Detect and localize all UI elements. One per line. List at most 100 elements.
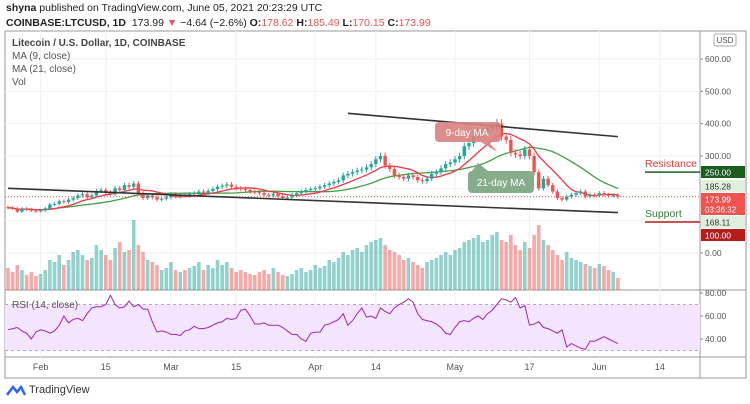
candle: [234, 186, 238, 189]
volume-bar: [355, 248, 359, 290]
volume-bar: [76, 250, 80, 290]
candle: [355, 170, 359, 173]
candle: [285, 197, 290, 199]
volume-bar: [103, 255, 108, 290]
volume-bar: [443, 252, 448, 290]
volume-bar: [187, 268, 192, 290]
candle: [462, 146, 466, 157]
volume-bar: [57, 255, 62, 290]
support-label: Support: [645, 208, 682, 220]
ma9-callout: [435, 122, 501, 152]
volume-bar: [173, 270, 178, 290]
volume-bar: [369, 242, 373, 290]
volume-bar: [299, 268, 304, 290]
volume-bar: [155, 265, 159, 290]
published-text: published on TradingView.com, June 05, 2…: [39, 2, 323, 14]
candle: [239, 188, 243, 190]
ma21-line: [7, 146, 619, 211]
candle: [24, 208, 29, 210]
candle: [318, 186, 322, 189]
volume-bar: [439, 255, 443, 290]
countdown-text: 03:36:32: [705, 206, 737, 215]
price-badge-text: 250.00: [705, 168, 731, 178]
candle: [555, 191, 560, 199]
candle: [383, 156, 387, 166]
candle: [85, 194, 89, 198]
volume-bar: [602, 266, 606, 290]
volume-bar: [541, 240, 546, 290]
tradingview-logo[interactable]: TradingView: [6, 384, 90, 396]
rsi-tick-label: 60.00: [705, 311, 727, 321]
volume-bar: [197, 262, 201, 290]
rsi-legend-label: RSI (14, close): [12, 300, 79, 311]
volume-bar: [485, 240, 490, 290]
volume-bar: [518, 250, 522, 290]
volume-bar: [350, 250, 355, 290]
volume-bar: [597, 264, 602, 290]
candle: [10, 207, 15, 209]
candle: [304, 189, 308, 192]
candle: [551, 185, 555, 192]
rsi-tick-label: 80.00: [705, 288, 727, 298]
volume-bar: [560, 260, 564, 290]
candle: [597, 193, 602, 196]
publish-info: shyna published on TradingView.com, June…: [6, 2, 322, 14]
volume-bar: [94, 245, 99, 290]
candle: [322, 185, 327, 187]
legend-ma9[interactable]: MA (9, close): [12, 51, 71, 62]
legend-vol[interactable]: Vol: [12, 77, 26, 88]
volume-bar: [239, 270, 243, 290]
candle: [253, 191, 257, 193]
volume-bar: [15, 265, 20, 290]
candle: [341, 175, 345, 181]
volume-bar: [164, 268, 169, 290]
candle: [127, 185, 131, 187]
rsi-legend[interactable]: RSI (14, close): [12, 299, 78, 312]
volume-bar: [20, 270, 24, 290]
price-badge-high: [701, 180, 745, 192]
candle: [336, 180, 341, 182]
x-tick-label: Mar: [163, 362, 179, 372]
volume-bar: [141, 252, 145, 290]
candle: [155, 197, 159, 200]
volume-bar: [392, 252, 397, 290]
volume-bar: [364, 245, 369, 290]
candle: [229, 184, 234, 187]
price-badge-text: 185.28: [705, 182, 731, 192]
publisher[interactable]: shyna: [6, 2, 37, 14]
volume-bar: [420, 268, 425, 290]
volume-bar: [290, 274, 294, 290]
candle: [94, 190, 99, 196]
candle: [565, 196, 569, 200]
volume-bar: [476, 235, 481, 290]
resistance-label: Resistance: [645, 158, 697, 170]
candle: [411, 175, 415, 178]
volume-bar: [206, 265, 211, 290]
volume-bar: [90, 258, 94, 290]
candle: [402, 177, 406, 179]
candle: [360, 169, 364, 171]
y-tick-label: 0.00: [705, 248, 722, 258]
candle: [443, 164, 448, 169]
volume-bar: [336, 258, 341, 290]
low-value: 170.15: [352, 17, 385, 29]
volume-bar: [38, 274, 43, 290]
candle: [257, 192, 262, 194]
candle: [197, 191, 201, 194]
candle: [66, 199, 71, 202]
volume-bar: [108, 260, 113, 290]
candle: [574, 193, 578, 195]
volume-bar: [159, 270, 164, 290]
x-tick-label: Feb: [33, 362, 49, 372]
candle: [57, 201, 61, 204]
legend-ma21[interactable]: MA (21, close): [12, 64, 76, 75]
currency-button[interactable]: [713, 33, 737, 47]
candle: [201, 191, 206, 193]
volume-bar: [192, 266, 197, 290]
candle: [513, 152, 518, 155]
volume-bar: [294, 270, 299, 290]
candle: [532, 156, 536, 173]
candle: [592, 194, 597, 196]
volume-bar: [406, 258, 411, 290]
